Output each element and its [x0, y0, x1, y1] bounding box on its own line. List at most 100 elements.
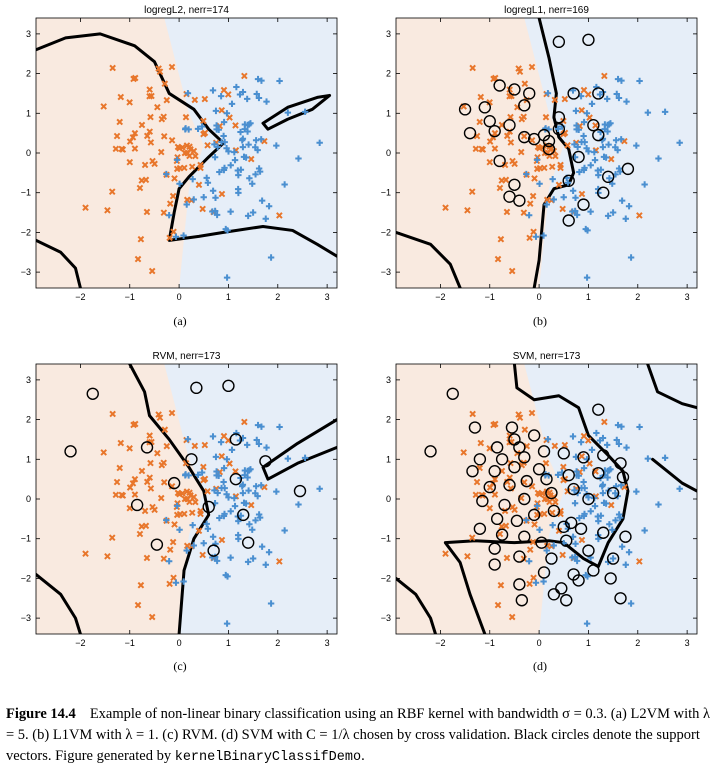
class-x-point [113, 478, 121, 486]
class-x-point [148, 267, 156, 275]
class-plus-point [240, 499, 248, 507]
class-plus-point [599, 143, 607, 151]
class-x-point [186, 143, 193, 151]
x-tick-label: −2 [75, 292, 85, 302]
class-x-point [559, 551, 566, 559]
decision-boundary [443, 364, 630, 634]
class-x-point [607, 501, 615, 509]
class-plus-point [265, 203, 273, 210]
class-x-point [200, 463, 207, 471]
support-vector-circle [207, 544, 220, 557]
class-plus-point [176, 180, 183, 187]
class-x-point [528, 63, 536, 71]
x-tick-label: −1 [485, 638, 495, 648]
class-plus-point [609, 209, 617, 216]
class-x-point [507, 113, 514, 121]
figure-caption: Figure 14.4 Example of non-linear binary … [6, 704, 720, 768]
class-x-point [191, 96, 199, 104]
class-plus-point [258, 423, 265, 430]
y-tick-label: 0 [386, 494, 391, 504]
class-x-point [183, 196, 191, 204]
y-tick-label: −2 [21, 573, 31, 583]
caption-code: kernelBinaryClassifDemo [174, 750, 362, 765]
class-x-point [136, 530, 144, 538]
class-x-point [192, 152, 199, 160]
y-tick-label: 1 [26, 454, 31, 464]
class-plus-point [627, 254, 635, 261]
class-x-point [247, 155, 255, 163]
support-vector-circle [495, 453, 509, 466]
class-plus-point [225, 494, 232, 501]
chart-title: SVM, nerr=173 [513, 351, 581, 362]
class-x-point [126, 99, 133, 106]
class-plus-point [600, 153, 608, 161]
class-x-point [578, 106, 586, 114]
class-x-point [542, 113, 550, 121]
class-x-point [531, 521, 538, 528]
support-vector-circle [222, 379, 235, 393]
class-x-point [134, 601, 142, 609]
support-vector-circle [505, 421, 519, 434]
class-plus-point [583, 620, 591, 627]
class-plus-point [258, 77, 265, 84]
support-vector-circle [547, 588, 561, 601]
class-plus-point [612, 490, 619, 497]
class-x-point [464, 552, 471, 560]
class-plus-point [543, 201, 550, 208]
class-x-point [151, 506, 158, 514]
x-tick-label: 3 [325, 638, 330, 648]
class-plus-point [316, 139, 323, 147]
class-plus-point [182, 126, 189, 133]
class-x-point [82, 550, 89, 557]
support-vector-circle [552, 111, 566, 124]
x-tick-label: 2 [275, 638, 280, 648]
class-x-point [584, 437, 592, 444]
class-plus-point [247, 120, 254, 127]
class-x-point [184, 495, 191, 503]
class-x-point [146, 92, 153, 100]
panel-label: (b) [533, 314, 547, 328]
class-x-point [130, 75, 137, 83]
support-vector-circle [592, 128, 605, 142]
class-plus-point [525, 557, 533, 565]
y-tick-label: −1 [21, 188, 31, 198]
class-x-point [166, 580, 173, 588]
class-x-point [561, 441, 569, 449]
class-x-point [218, 106, 226, 114]
class-plus-point [587, 162, 594, 169]
class-plus-point [540, 578, 547, 585]
class-plus-point [569, 187, 577, 194]
caption-label: Figure 14.4 [6, 706, 76, 722]
class-plus-point [214, 143, 221, 151]
class-plus-point [214, 489, 221, 497]
chart-panel: −2 −1 0 1 2 3 −3 −2 −1 0 1 2 3 RVM, nerr=173 (c) [21, 351, 338, 673]
class-plus-point [235, 171, 242, 179]
class-plus-point [235, 517, 242, 525]
support-vector-circle [577, 451, 590, 464]
class-plus-point [572, 540, 579, 547]
class-x-point [490, 421, 497, 429]
class-x-point [147, 459, 154, 467]
class-plus-point [217, 92, 225, 100]
x-tick-label: 1 [226, 638, 231, 648]
support-vector-circle [483, 115, 496, 128]
class-plus-point [633, 488, 640, 495]
class-x-point [497, 581, 505, 589]
class-plus-point [588, 100, 596, 108]
support-vector-circle [542, 142, 556, 156]
support-vector-circle [503, 190, 516, 203]
support-vector-circle [592, 403, 605, 416]
class-plus-point [618, 423, 625, 430]
class-x-point [543, 542, 551, 550]
class-x-point [147, 485, 155, 492]
x-tick-label: 2 [635, 292, 640, 302]
support-vector-circle [508, 178, 521, 191]
class-plus-point [576, 514, 583, 522]
class-plus-point [265, 549, 273, 556]
class-plus-point [623, 98, 630, 105]
class-x-point [232, 122, 239, 129]
class-x-point [521, 426, 529, 434]
class-x-point [131, 145, 139, 152]
class-plus-point [227, 162, 234, 169]
class-x-point [136, 184, 144, 192]
